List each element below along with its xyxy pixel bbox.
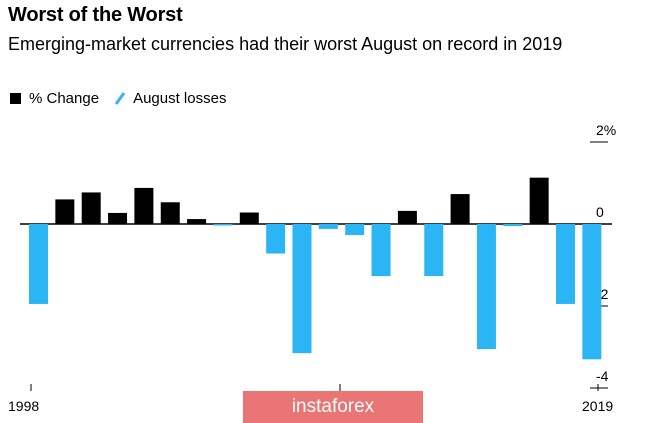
y-tick-label: 2% <box>596 122 616 138</box>
bar <box>397 210 417 224</box>
bar <box>55 199 75 224</box>
bar <box>529 177 549 224</box>
bar <box>292 224 312 354</box>
legend-swatch-slash-icon <box>115 92 126 105</box>
bar <box>29 224 48 304</box>
bar <box>213 224 233 226</box>
legend-label-change: % Change <box>29 90 100 107</box>
bar <box>424 224 444 277</box>
legend: % Change August losses <box>10 90 242 107</box>
bar <box>476 224 496 350</box>
legend-label-august-losses: August losses <box>133 90 227 107</box>
bar <box>187 219 207 224</box>
x-tick-label: 2019 <box>582 398 613 414</box>
y-tick-label: -4 <box>596 368 609 384</box>
bar <box>108 212 128 224</box>
x-tick-label: 1998 <box>8 398 39 414</box>
bar <box>81 192 101 224</box>
bar <box>239 212 259 224</box>
bar <box>556 224 575 304</box>
bar <box>345 224 365 236</box>
watermark-logo: instaforex <box>243 391 423 423</box>
bar <box>318 224 338 229</box>
legend-swatch-square-icon <box>10 93 21 104</box>
legend-item-august-losses: August losses <box>115 90 226 107</box>
bar <box>450 194 470 224</box>
bar <box>503 224 523 227</box>
chart-title: Worst of the Worst <box>8 4 183 26</box>
bar <box>160 202 180 224</box>
bar <box>582 224 602 360</box>
bar <box>266 224 286 254</box>
bar <box>134 187 154 224</box>
legend-item-change: % Change <box>10 90 99 107</box>
chart-subtitle: Emerging-market currencies had their wor… <box>8 34 563 54</box>
y-tick-label: 0 <box>596 204 604 220</box>
bar <box>371 224 391 277</box>
